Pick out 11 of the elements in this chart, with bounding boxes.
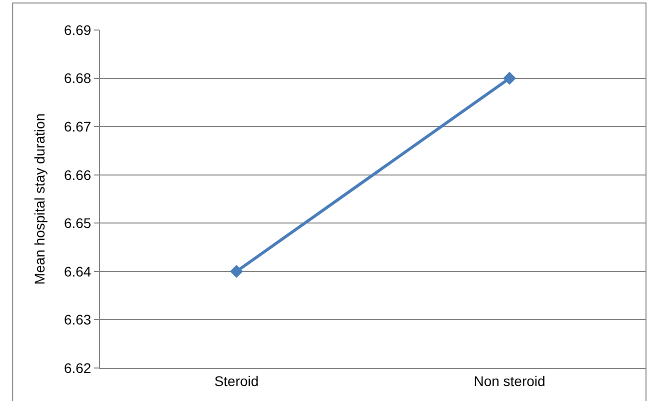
y-tick-label: 6.67 xyxy=(64,118,92,134)
y-tick-label: 6.63 xyxy=(64,312,92,328)
x-tick-label: Steroid xyxy=(214,372,259,389)
y-tick-label: 6.66 xyxy=(64,166,92,183)
y-tick-label: 6.64 xyxy=(64,263,92,280)
x-tick-label: Non steroid xyxy=(474,372,546,389)
y-tick-label: 6.65 xyxy=(64,215,92,232)
y-tick-label: 6.62 xyxy=(64,360,92,376)
y-axis-title: Mean hospital stay duration xyxy=(32,113,48,285)
y-tick-label: 6.68 xyxy=(64,70,92,86)
y-tick-label: 6.69 xyxy=(64,22,92,38)
